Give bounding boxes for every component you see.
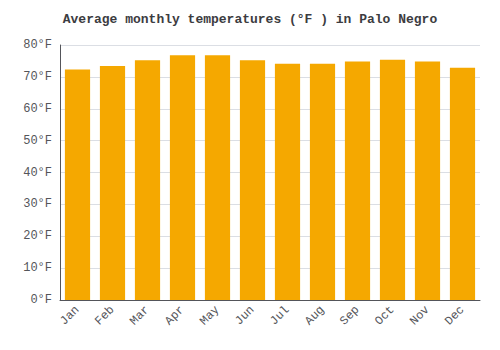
svg-text:Nov: Nov	[407, 303, 432, 328]
svg-text:Jun: Jun	[232, 303, 257, 328]
svg-text:80°F: 80°F	[23, 38, 52, 52]
svg-text:Mar: Mar	[127, 303, 152, 328]
svg-text:50°F: 50°F	[23, 134, 52, 148]
svg-text:20°F: 20°F	[23, 229, 52, 243]
svg-text:Jul: Jul	[267, 303, 292, 328]
svg-text:Apr: Apr	[162, 303, 187, 328]
svg-text:60°F: 60°F	[23, 102, 52, 116]
svg-text:Dec: Dec	[442, 303, 467, 328]
svg-text:Oct: Oct	[372, 303, 397, 328]
svg-text:May: May	[197, 303, 222, 328]
svg-text:70°F: 70°F	[23, 70, 52, 84]
svg-text:10°F: 10°F	[23, 261, 52, 275]
svg-text:30°F: 30°F	[23, 197, 52, 211]
svg-text:Jan: Jan	[57, 303, 82, 328]
svg-text:Aug: Aug	[302, 303, 327, 328]
svg-text:Feb: Feb	[92, 303, 117, 328]
svg-text:Average monthly temperatures (: Average monthly temperatures (°F ) in Pa…	[63, 12, 438, 27]
svg-text:40°F: 40°F	[23, 166, 52, 180]
svg-text:Sep: Sep	[337, 303, 362, 328]
svg-text:0°F: 0°F	[30, 293, 52, 307]
